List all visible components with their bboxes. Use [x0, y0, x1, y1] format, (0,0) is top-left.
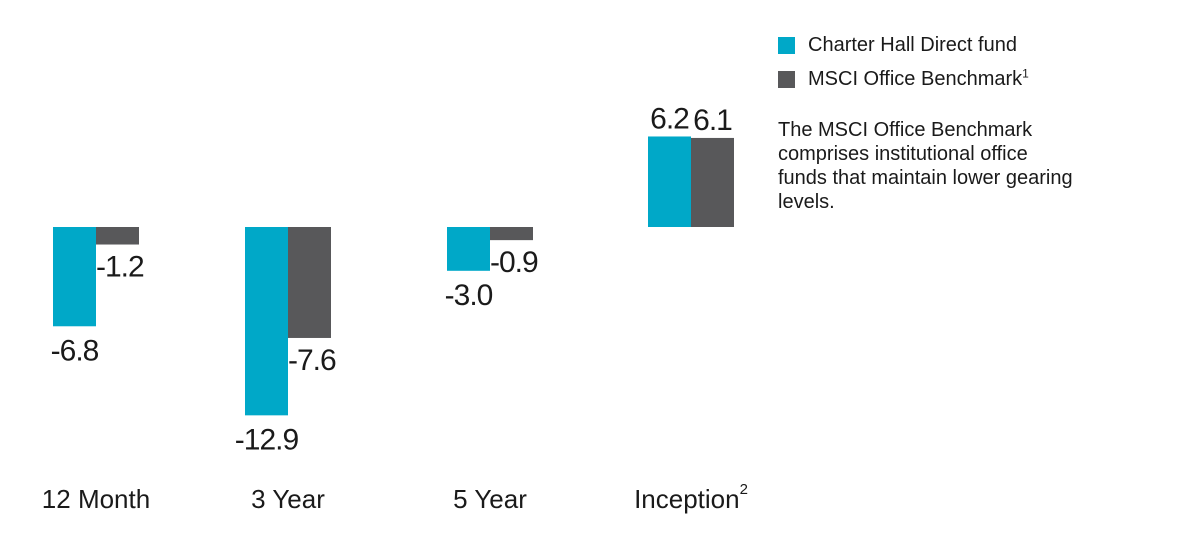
value-label-fund-5-year: -3.0 — [445, 279, 493, 312]
bar-fund-3-year — [245, 227, 288, 416]
value-label-benchmark-inception: 6.1 — [693, 104, 732, 137]
bar-benchmark-3-year — [288, 227, 331, 338]
category-label-5-year: 5 Year — [453, 484, 527, 514]
category-label-inception: Inception2 — [634, 481, 748, 514]
bar-fund-12-month — [53, 227, 96, 327]
chart-legend: Charter Hall Direct fund MSCI Office Ben… — [778, 30, 1178, 98]
category-label-3-year: 3 Year — [251, 484, 325, 514]
legend-label-fund: Charter Hall Direct fund — [808, 34, 1017, 56]
legend-swatch-benchmark — [778, 70, 795, 88]
value-label-fund-3-year: -12.9 — [235, 423, 299, 456]
bar-benchmark-inception — [691, 137, 734, 227]
value-label-benchmark-3-year: -7.6 — [288, 344, 336, 377]
legend-item-benchmark: MSCI Office Benchmark1 — [778, 64, 1178, 94]
legend-item-fund: Charter Hall Direct fund — [778, 30, 1178, 60]
value-label-benchmark-12-month: -1.2 — [96, 251, 144, 284]
value-label-benchmark-5-year: -0.9 — [490, 246, 538, 279]
bar-benchmark-12-month — [96, 227, 139, 245]
legend-swatch-fund — [778, 36, 795, 54]
value-label-fund-inception: 6.2 — [650, 102, 689, 135]
benchmark-note: The MSCI Office Benchmark comprises inst… — [778, 119, 1073, 213]
legend-label-benchmark: MSCI Office Benchmark1 — [808, 66, 1029, 90]
bar-fund-5-year — [447, 227, 490, 271]
category-label-12-month: 12 Month — [42, 484, 150, 514]
value-label-fund-12-month: -6.8 — [51, 334, 99, 367]
bar-fund-inception — [648, 136, 691, 227]
bar-benchmark-5-year — [490, 227, 533, 241]
